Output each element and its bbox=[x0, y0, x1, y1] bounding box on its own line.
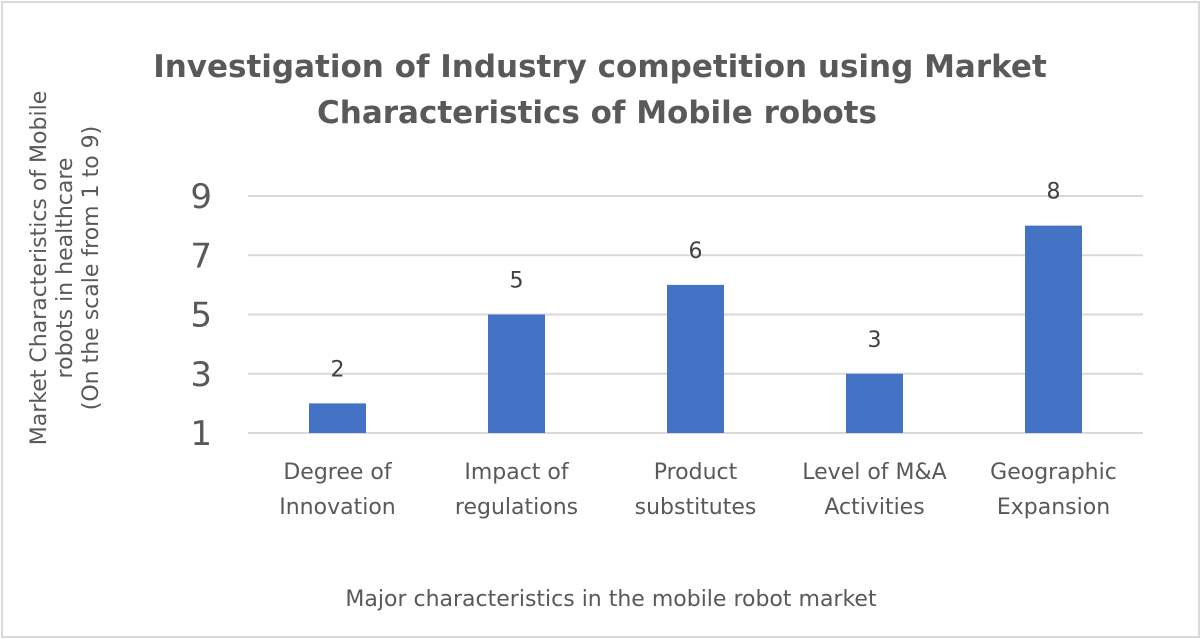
x-tick-label: substitutes bbox=[635, 495, 757, 520]
data-label: 8 bbox=[1047, 180, 1061, 205]
x-tick-label: Impact of bbox=[464, 460, 570, 485]
x-axis-ticks: Degree of Innovation Impact of regulations P… bbox=[279, 460, 1117, 520]
data-label: 2 bbox=[331, 357, 345, 382]
bar bbox=[488, 314, 545, 433]
x-tick-label: regulations bbox=[455, 495, 578, 520]
y-axis-title-line-3: (On the scale from 1 to 9) bbox=[79, 126, 104, 410]
bars bbox=[309, 225, 1082, 433]
y-axis-title: Market Characteristics of Mobile robots … bbox=[27, 91, 104, 445]
chart-title-line-1: Investigation of Industry competition us… bbox=[153, 49, 1047, 85]
y-tick-label: 3 bbox=[190, 355, 212, 395]
y-axis-title-line-2: robots in healthcare bbox=[53, 158, 78, 379]
chart-title-line-2: Characteristics of Mobile robots bbox=[317, 95, 877, 131]
x-tick-label: Degree of bbox=[283, 460, 393, 485]
y-tick-label: 7 bbox=[190, 236, 212, 276]
data-label: 6 bbox=[689, 239, 703, 264]
x-tick-label: Level of M&A bbox=[802, 460, 946, 485]
bar bbox=[1025, 225, 1082, 433]
x-tick-label: Innovation bbox=[279, 495, 395, 520]
bar bbox=[309, 403, 366, 433]
y-tick-label: 1 bbox=[190, 414, 212, 454]
x-tick-label: Activities bbox=[824, 495, 924, 520]
y-axis-title-line-1: Market Characteristics of Mobile bbox=[27, 91, 52, 445]
data-label: 3 bbox=[868, 328, 882, 353]
y-tick-label: 9 bbox=[190, 177, 212, 217]
data-labels: 2 5 6 3 8 bbox=[331, 180, 1061, 383]
y-tick-label: 5 bbox=[190, 296, 212, 336]
x-tick-label: Expansion bbox=[997, 495, 1110, 520]
bar bbox=[846, 373, 903, 433]
y-axis-ticks: 1 3 5 7 9 bbox=[190, 177, 212, 454]
x-tick-label: Geographic bbox=[990, 460, 1117, 485]
x-axis-title: Major characteristics in the mobile robo… bbox=[345, 587, 877, 612]
bar bbox=[667, 284, 724, 433]
x-tick-label: Product bbox=[654, 460, 738, 485]
data-label: 5 bbox=[510, 269, 524, 294]
